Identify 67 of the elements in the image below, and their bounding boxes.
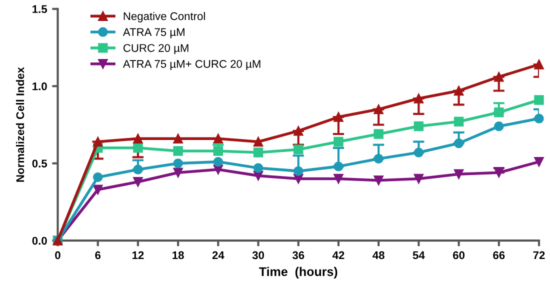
point <box>334 136 344 147</box>
point <box>454 138 464 148</box>
x-tick-label: 66 <box>493 251 505 260</box>
point <box>414 94 424 104</box>
point <box>494 108 504 118</box>
legend-label: Negative Control <box>124 12 205 22</box>
y-axis-title: Normalized Cell Index <box>16 67 24 182</box>
point <box>494 72 504 82</box>
point <box>213 156 224 167</box>
point <box>374 104 384 114</box>
x-tick-label: 18 <box>172 251 184 260</box>
point <box>133 143 143 153</box>
point <box>253 148 264 158</box>
point <box>534 60 544 70</box>
x-tick-label: 30 <box>252 251 264 260</box>
point <box>414 174 424 184</box>
point <box>454 86 464 96</box>
point <box>92 184 103 194</box>
x-tick-label: 60 <box>453 251 465 260</box>
x-tick-label: 72 <box>533 251 545 260</box>
point <box>253 136 264 147</box>
point <box>414 121 424 132</box>
point <box>213 146 224 156</box>
point <box>173 146 183 156</box>
y-tick-label: 1.5 <box>32 5 48 14</box>
point <box>494 121 504 132</box>
point <box>534 95 544 105</box>
point <box>334 112 344 122</box>
point <box>454 169 464 180</box>
point <box>494 168 504 178</box>
point <box>334 174 344 184</box>
point <box>173 158 183 168</box>
point <box>374 129 384 139</box>
point <box>133 134 143 144</box>
y-tick-label: 0.5 <box>32 160 48 168</box>
point <box>374 154 384 164</box>
legend-label: CURC 20 µM <box>123 44 188 54</box>
point <box>92 136 103 147</box>
x-tick-label: 6 <box>95 251 101 260</box>
y-tick-label: 1.0 <box>32 82 47 90</box>
x-tick-label: 42 <box>332 251 344 260</box>
point <box>92 172 103 182</box>
x-tick-label: 12 <box>132 251 144 260</box>
legend-label: ATRA 75 µM+ CURC 20 µM <box>122 60 260 70</box>
x-tick-label: 36 <box>292 251 304 260</box>
legend-label: ATRA 75 µM <box>122 28 184 38</box>
point <box>213 134 224 144</box>
x-tick-label: 54 <box>412 251 425 260</box>
point <box>294 126 304 136</box>
point <box>133 177 143 187</box>
point <box>454 116 464 127</box>
point <box>253 163 264 173</box>
point <box>173 134 183 144</box>
point <box>374 175 384 186</box>
point <box>534 114 544 124</box>
x-tick-label: 0 <box>55 251 60 260</box>
point <box>414 148 424 158</box>
point <box>294 144 304 154</box>
point <box>133 164 143 174</box>
point <box>334 162 344 172</box>
x-tick-label: 48 <box>372 251 384 260</box>
point <box>534 156 544 167</box>
y-tick-label: 0.0 <box>32 236 47 245</box>
point <box>294 166 304 176</box>
point <box>173 168 183 178</box>
x-axis-title: Time (hours) <box>259 266 338 279</box>
x-tick-label: 24 <box>212 251 224 260</box>
